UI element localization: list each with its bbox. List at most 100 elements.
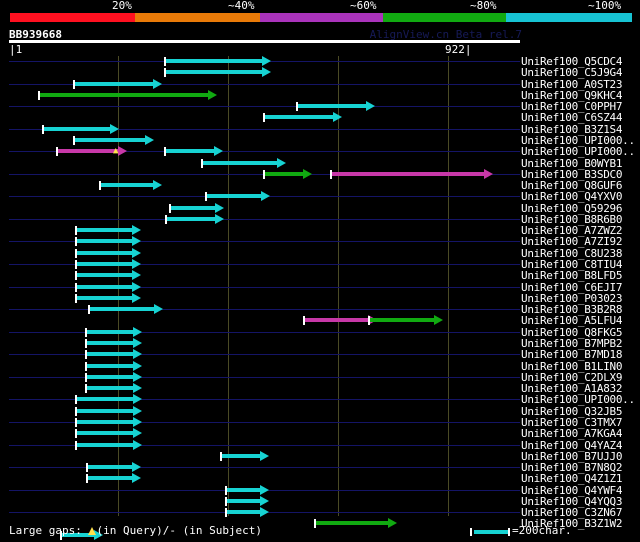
alignment-hit-bar[interactable]	[0, 439, 520, 451]
hit-label[interactable]: UniRef100_Q8FKG5	[521, 326, 623, 339]
alignment-hit-bar[interactable]	[0, 315, 520, 326]
hit-label[interactable]: UniRef100_B7MPB2	[521, 337, 623, 350]
hit-label[interactable]: UniRef100_Q4YAZ4	[521, 439, 623, 452]
alignment-hit-bar[interactable]	[0, 56, 520, 67]
alignment-hit-bar[interactable]	[0, 292, 520, 304]
hit-label[interactable]: UniRef100_UPI000..	[521, 134, 635, 147]
hit-label[interactable]: UniRef100_Q4Z1Z1	[521, 472, 623, 485]
hit-label[interactable]: UniRef100_B8R6B0	[521, 213, 623, 226]
alignment-hit-bar[interactable]	[0, 67, 520, 78]
hit-label[interactable]: UniRef100_UPI000..	[521, 393, 635, 406]
hit-label[interactable]: UniRef100_Q32JB5	[521, 405, 623, 418]
alignment-hit-bar[interactable]	[0, 191, 520, 202]
alignment-hit-bar[interactable]	[0, 168, 520, 180]
alignment-hit-bar[interactable]	[0, 78, 520, 90]
hit-label[interactable]: UniRef100_A5LFU4	[521, 314, 623, 327]
alignment-hit-bar[interactable]	[0, 259, 520, 270]
hit-label[interactable]: UniRef100_B3SDC0	[521, 168, 623, 181]
alignment-hit-bar[interactable]	[0, 180, 520, 191]
alignment-hit-bar[interactable]	[0, 518, 520, 529]
hit-label[interactable]: UniRef100_B8LFD5	[521, 269, 623, 282]
hit-label[interactable]: UniRef100_B7UJJ0	[521, 450, 623, 463]
hit-segment	[77, 250, 132, 255]
alignment-hit-bar[interactable]	[0, 202, 520, 214]
hit-label[interactable]: UniRef100_P03023	[521, 292, 623, 305]
hit-label[interactable]: UniRef100_C0PPH7	[521, 100, 623, 113]
alignment-hit-bar[interactable]	[0, 473, 520, 484]
hit-label[interactable]: UniRef100_Q59296	[521, 202, 623, 215]
identity-scale-labels: 20% ~40% ~60% ~80% ~100%	[0, 0, 640, 12]
hit-label[interactable]: UniRef100_C3ZN67	[521, 506, 623, 519]
alignment-hit-bar[interactable]	[0, 484, 520, 496]
alignment-hit-bar[interactable]	[0, 394, 520, 405]
hit-label[interactable]: UniRef100_Q5CDC4	[521, 55, 623, 68]
alignment-hit-bar[interactable]	[0, 507, 520, 518]
hit-label[interactable]: UniRef100_B1LIN0	[521, 360, 623, 373]
alignment-hit-bar[interactable]	[0, 225, 520, 236]
alignment-hit-bar[interactable]	[0, 213, 520, 225]
alignment-hit-bar[interactable]	[0, 338, 520, 349]
alignment-hit-bar[interactable]	[0, 405, 520, 417]
alignment-hit-bar[interactable]	[0, 236, 520, 247]
hit-label[interactable]: UniRef100_C8TIU4	[521, 258, 623, 271]
hit-segment	[44, 126, 110, 131]
alignment-hit-bar[interactable]	[0, 112, 520, 123]
hit-label[interactable]: UniRef100_A0ST23	[521, 78, 623, 91]
alignment-hit-bar[interactable]	[0, 495, 520, 507]
alignment-hit-bar[interactable]: ▲	[0, 146, 520, 157]
alignment-hit-bar[interactable]	[0, 462, 520, 473]
hit-label[interactable]: UniRef100_B3Z1S4	[521, 123, 623, 136]
alignment-hit-bar[interactable]	[0, 416, 520, 428]
alignment-hit-bar[interactable]	[0, 326, 520, 338]
hit-label[interactable]: UniRef100_UPI000..	[521, 145, 635, 158]
hit-label[interactable]: UniRef100_A7KGA4	[521, 427, 623, 440]
hit-label[interactable]: UniRef100_Q4YXV0	[521, 190, 623, 203]
alignment-hit-bar[interactable]	[0, 428, 520, 439]
hit-label[interactable]: UniRef100_Q4YWF4	[521, 484, 623, 497]
hit-label[interactable]: UniRef100_Q4YQQ3	[521, 495, 623, 508]
alignment-hit-bar[interactable]	[0, 304, 520, 315]
hit-start-tick	[75, 429, 77, 439]
hit-label[interactable]: UniRef100_C6EJI7	[521, 281, 623, 294]
alignment-hit-bar[interactable]	[0, 146, 520, 157]
hit-start-tick	[314, 519, 316, 529]
hit-label[interactable]: UniRef100_C2DLX9	[521, 371, 623, 384]
hit-label[interactable]: UniRef100_A1A832	[521, 382, 623, 395]
alignment-hit-bar[interactable]	[0, 281, 520, 293]
alignment-hit-bar[interactable]	[0, 529, 520, 541]
alignment-plot: ▲	[0, 56, 640, 540]
alignment-hit-bar[interactable]	[0, 101, 520, 112]
hit-label[interactable]: UniRef100_A7ZWZ2	[521, 224, 623, 237]
hit-start-tick	[201, 158, 203, 168]
alignment-hit-bar[interactable]	[0, 134, 520, 146]
query-header-row: BB939668 AlignView.cn Beta rel.7	[0, 28, 640, 41]
hit-direction-arrow-icon	[154, 304, 163, 315]
hit-label[interactable]: UniRef100_B0WYB1	[521, 157, 623, 170]
hit-label[interactable]: UniRef100_B3Z1W2	[521, 517, 623, 530]
hit-direction-arrow-icon	[133, 338, 142, 348]
alignment-hit-bar[interactable]	[0, 123, 520, 135]
hit-label[interactable]: UniRef100_Q9KHC4	[521, 89, 623, 102]
hit-label[interactable]: UniRef100_C8U238	[521, 247, 623, 260]
hit-label[interactable]: UniRef100_A7ZI92	[521, 235, 623, 248]
alignment-hit-bar[interactable]	[0, 270, 520, 281]
hit-label[interactable]: UniRef100_C6SZ44	[521, 111, 623, 124]
alignment-hit-bar[interactable]	[0, 89, 520, 101]
hit-label[interactable]: UniRef100_B7MD18	[521, 348, 623, 361]
hit-label[interactable]: UniRef100_C5J9G4	[521, 66, 623, 79]
alignment-hit-bar[interactable]	[0, 450, 520, 462]
hit-label[interactable]: UniRef100_B7N8Q2	[521, 461, 623, 474]
identity-scale-label-1: ~40%	[228, 0, 255, 12]
alignment-hit-bar[interactable]	[0, 349, 520, 360]
alignment-hit-bar[interactable]	[0, 247, 520, 259]
alignment-hit-bar[interactable]	[0, 383, 520, 394]
hit-label[interactable]: UniRef100_C3TMX7	[521, 416, 623, 429]
hit-label[interactable]: UniRef100_Q8GUF6	[521, 179, 623, 192]
hit-segment	[62, 532, 94, 537]
ruler-start: |1	[9, 43, 23, 56]
alignment-hit-bar[interactable]	[0, 157, 520, 169]
hit-label[interactable]: UniRef100_B3B2R8	[521, 303, 623, 316]
alignment-hit-bar[interactable]	[0, 371, 520, 383]
alignment-hit-bar[interactable]	[0, 360, 520, 372]
hit-start-tick	[88, 305, 90, 315]
